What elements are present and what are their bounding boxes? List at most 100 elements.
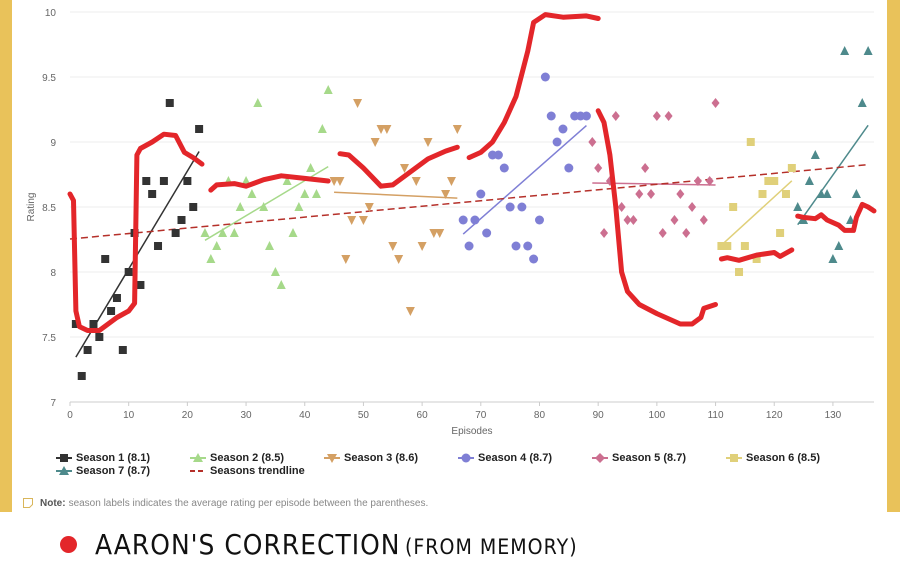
season-3-point xyxy=(446,177,456,186)
season-4-point xyxy=(517,202,527,212)
season-1-point xyxy=(118,346,127,354)
season-1-point xyxy=(71,320,80,328)
season-4-point xyxy=(523,241,533,251)
season-1-point xyxy=(148,190,157,198)
season-5-point xyxy=(705,176,714,186)
season-3-point xyxy=(335,177,345,186)
legend-label: Seasons trendline xyxy=(210,465,305,477)
season-3-point xyxy=(417,242,427,251)
season-5-point xyxy=(658,228,667,238)
season-2-point xyxy=(206,254,216,263)
square-marker-icon xyxy=(726,454,742,462)
triangle-marker-icon xyxy=(56,466,72,475)
y-tick-label: 9.5 xyxy=(42,73,56,84)
y-tick-label: 7.5 xyxy=(42,333,56,344)
correction-annotation xyxy=(67,12,877,333)
legend-item-season-4[interactable]: Season 4 (8.7) xyxy=(458,452,552,464)
season-2-point xyxy=(288,228,298,237)
season-4-point xyxy=(464,241,474,251)
season-7-point xyxy=(851,189,861,198)
season-4-point xyxy=(558,124,568,134)
season-7-point xyxy=(834,241,844,250)
x-axis-ticks: 0 10 20 30 40 50 60 70 80 90 100 110 120 130 xyxy=(67,402,842,421)
season-4-point xyxy=(564,163,574,173)
season-3-point xyxy=(441,190,451,199)
season-1-point xyxy=(177,216,186,224)
season-4-point xyxy=(476,189,486,199)
x-axis-label: Episodes xyxy=(451,426,492,437)
season-6-point xyxy=(723,242,732,250)
frame-right xyxy=(887,0,900,512)
legend-label: Season 6 (8.5) xyxy=(746,452,820,464)
x-tick-label: 50 xyxy=(358,410,370,421)
y-axis-ticks: 7 7.5 8 8.5 9 9.5 10 xyxy=(42,8,56,409)
legend-item-season-2[interactable]: Season 2 (8.5) xyxy=(190,452,284,464)
x-tick-label: 90 xyxy=(593,410,605,421)
legend-item-season-7[interactable]: Season 7 (8.7) xyxy=(56,465,150,477)
caption-sub: (FROM MEMORY) xyxy=(404,535,578,560)
y-tick-label: 7 xyxy=(50,398,56,409)
legend-item-season-5[interactable]: Season 5 (8.7) xyxy=(592,452,686,464)
season-6-point xyxy=(746,138,755,146)
season-1-point xyxy=(154,242,163,250)
season-5-point xyxy=(594,163,603,173)
season-4-point xyxy=(540,72,550,82)
x-tick-label: 70 xyxy=(475,410,487,421)
x-tick-label: 40 xyxy=(299,410,311,421)
legend-item-season-6[interactable]: Season 6 (8.5) xyxy=(726,452,820,464)
season-2-point xyxy=(212,241,222,250)
season-1-point xyxy=(89,320,98,328)
season-3-point xyxy=(358,216,368,225)
season-2-point xyxy=(229,228,239,237)
season-1-point xyxy=(189,203,198,211)
season-2-point xyxy=(200,228,210,237)
season-5-point xyxy=(629,215,638,225)
season-2-point xyxy=(317,124,327,133)
y-axis-label: Rating xyxy=(26,193,37,222)
legend-item-trendline[interactable]: Seasons trendline xyxy=(190,465,305,477)
season-3-point xyxy=(423,138,433,147)
legend-item-season-1[interactable]: Season 1 (8.1) xyxy=(56,452,150,464)
season-1-point xyxy=(171,229,180,237)
correction-stroke xyxy=(718,247,795,263)
season-7-point xyxy=(828,254,838,263)
season-5-point xyxy=(652,111,661,121)
y-tick-label: 8 xyxy=(50,268,56,279)
season-2-point xyxy=(306,163,316,172)
season-3-point xyxy=(347,216,357,225)
season-6-point xyxy=(729,203,738,211)
season-1-point xyxy=(124,268,133,276)
legend-item-season-3[interactable]: Season 3 (8.6) xyxy=(324,452,418,464)
data-points xyxy=(71,46,873,380)
season-4-point xyxy=(458,215,468,225)
season-7-point xyxy=(822,189,832,198)
season-4-point xyxy=(493,150,503,160)
season-3-point xyxy=(341,255,351,264)
legend-label: Season 3 (8.6) xyxy=(344,452,418,464)
correction-stroke xyxy=(795,201,877,233)
season-4-point xyxy=(581,111,591,121)
season-4-point xyxy=(529,254,539,264)
x-tick-label: 120 xyxy=(766,410,783,421)
x-tick-label: 10 xyxy=(123,410,135,421)
season-3-point xyxy=(400,164,410,173)
season-3-trendline xyxy=(334,191,458,199)
correction-stroke xyxy=(67,131,205,333)
season-2-point xyxy=(276,280,286,289)
season-2-point xyxy=(323,85,333,94)
season-2-point xyxy=(247,189,257,198)
note-label: Note: xyxy=(40,497,66,509)
season-2-point xyxy=(218,228,228,237)
season-1-point xyxy=(183,177,192,185)
season-5-point xyxy=(688,202,697,212)
season-4-point xyxy=(499,163,509,173)
season-5-point xyxy=(646,189,655,199)
season-7-point xyxy=(857,98,867,107)
y-tick-label: 9 xyxy=(50,138,56,149)
square-marker-icon xyxy=(56,454,72,462)
season-3-point xyxy=(370,138,380,147)
season-3-point xyxy=(388,242,398,251)
season-1-point xyxy=(142,177,151,185)
season-3-point xyxy=(452,125,462,134)
season-1-point xyxy=(101,255,110,263)
